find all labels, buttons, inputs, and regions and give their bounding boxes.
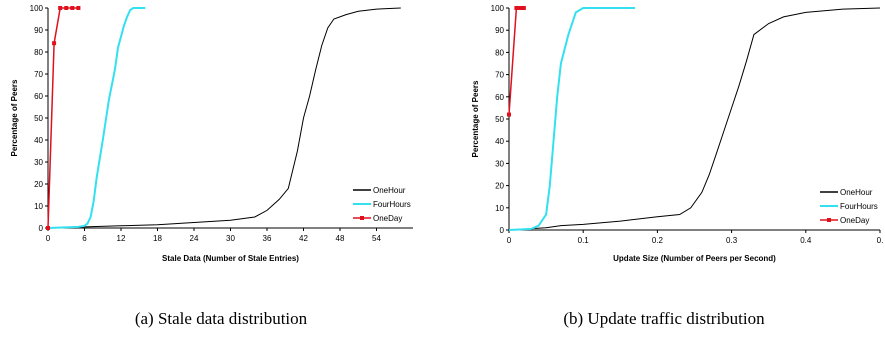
series-line-onehour bbox=[47, 7, 401, 229]
y-tick-label: 30 bbox=[34, 158, 43, 167]
chart-update-traffic: 0 10 20 30 40 50 60 70 80 90 100 0 0.1 0.2 0.3 0.4 0. Per… bbox=[471, 4, 884, 263]
x-axis-title: Stale Data (Number of Stale Entries) bbox=[162, 254, 299, 263]
x-tick-label: 24 bbox=[190, 234, 199, 243]
x-tick-label: 0. bbox=[877, 236, 884, 245]
legend-marker-oneday bbox=[360, 216, 364, 220]
y-tick-label: 30 bbox=[495, 159, 504, 168]
y-tick-label: 70 bbox=[495, 71, 504, 80]
x-tick-label: 0 bbox=[46, 234, 51, 243]
x-tick-label: 30 bbox=[226, 234, 235, 243]
y-tick-label: 100 bbox=[30, 4, 44, 13]
y-tick-label: 90 bbox=[495, 26, 504, 35]
x-tick-label: 0.2 bbox=[652, 236, 664, 245]
x-tick-label: 0 bbox=[507, 236, 512, 245]
x-tick-label: 42 bbox=[299, 234, 308, 243]
series-marker-oneday bbox=[76, 6, 81, 10]
legend-label-fourhours: FourHours bbox=[840, 202, 878, 211]
y-tick-label: 40 bbox=[495, 137, 504, 146]
y-axis-title: Percentage of Peers bbox=[10, 79, 19, 156]
legend-label-fourhours: FourHours bbox=[373, 200, 411, 209]
y-tick-label: 60 bbox=[34, 92, 43, 101]
y-tick-label: 20 bbox=[34, 180, 43, 189]
series-line-onehour bbox=[508, 7, 881, 231]
y-tick-label: 80 bbox=[495, 48, 504, 57]
legend-marker-oneday bbox=[827, 218, 831, 222]
series-line-oneday bbox=[47, 7, 79, 229]
y-tick-label: 70 bbox=[34, 70, 43, 79]
series-marker-oneday bbox=[521, 6, 526, 10]
series-marker-oneday bbox=[64, 6, 69, 10]
caption-update-traffic: (b) Update traffic distribution bbox=[563, 309, 765, 328]
caption-stale-data: (a) Stale data distribution bbox=[134, 309, 308, 328]
y-tick-label: 0 bbox=[39, 224, 44, 233]
y-tick-label: 50 bbox=[495, 115, 504, 124]
x-tick-label: 48 bbox=[336, 234, 345, 243]
y-tick-label: 40 bbox=[34, 136, 43, 145]
x-tick-label: 0.3 bbox=[726, 236, 738, 245]
series-line-oneday bbox=[508, 7, 524, 115]
y-tick-label: 90 bbox=[34, 26, 43, 35]
series-line-fourhours bbox=[508, 7, 636, 231]
x-tick-label: 54 bbox=[372, 234, 381, 243]
series-marker-oneday bbox=[514, 6, 519, 10]
y-tick-label: 0 bbox=[500, 226, 505, 235]
legend-label-onehour: OneHour bbox=[373, 186, 406, 195]
y-tick-label: 20 bbox=[495, 182, 504, 191]
series-marker-oneday bbox=[58, 6, 63, 10]
legend-label-oneday: OneDay bbox=[840, 216, 869, 225]
y-tick-label: 50 bbox=[34, 114, 43, 123]
series-marker-oneday bbox=[507, 112, 511, 117]
x-tick-label: 6 bbox=[82, 234, 87, 243]
series-marker-oneday bbox=[70, 6, 75, 10]
x-tick-label: 36 bbox=[263, 234, 272, 243]
x-tick-label: 0.1 bbox=[578, 236, 590, 245]
panel-stale-data: 0 10 20 30 40 50 60 70 80 90 100 0 6 12 18 24 30 36 42 48 54… bbox=[0, 0, 442, 339]
legend-label-oneday: OneDay bbox=[373, 214, 402, 223]
y-tick-label: 10 bbox=[495, 204, 504, 213]
panel-update-traffic: 0 10 20 30 40 50 60 70 80 90 100 0 0.1 0.2 0.3 0.4 0. Per… bbox=[443, 0, 885, 339]
series-marker-oneday bbox=[52, 41, 57, 46]
y-tick-label: 80 bbox=[34, 48, 43, 57]
x-tick-label: 0.4 bbox=[800, 236, 812, 245]
y-tick-label: 10 bbox=[34, 202, 43, 211]
y-tick-label: 100 bbox=[491, 4, 505, 13]
y-axis-title: Percentage of Peers bbox=[471, 80, 480, 157]
x-axis-title: Update Size (Number of Peers per Second) bbox=[613, 254, 776, 263]
series-line-fourhours bbox=[47, 7, 146, 229]
x-tick-label: 18 bbox=[153, 234, 162, 243]
y-tick-label: 60 bbox=[495, 93, 504, 102]
series-marker-oneday bbox=[518, 6, 523, 10]
legend-label-onehour: OneHour bbox=[840, 188, 873, 197]
chart-stale-data: 0 10 20 30 40 50 60 70 80 90 100 0 6 12 18 24 30 36 42 48 54… bbox=[10, 4, 413, 263]
series-marker-oneday bbox=[46, 226, 50, 230]
x-tick-label: 12 bbox=[117, 234, 126, 243]
